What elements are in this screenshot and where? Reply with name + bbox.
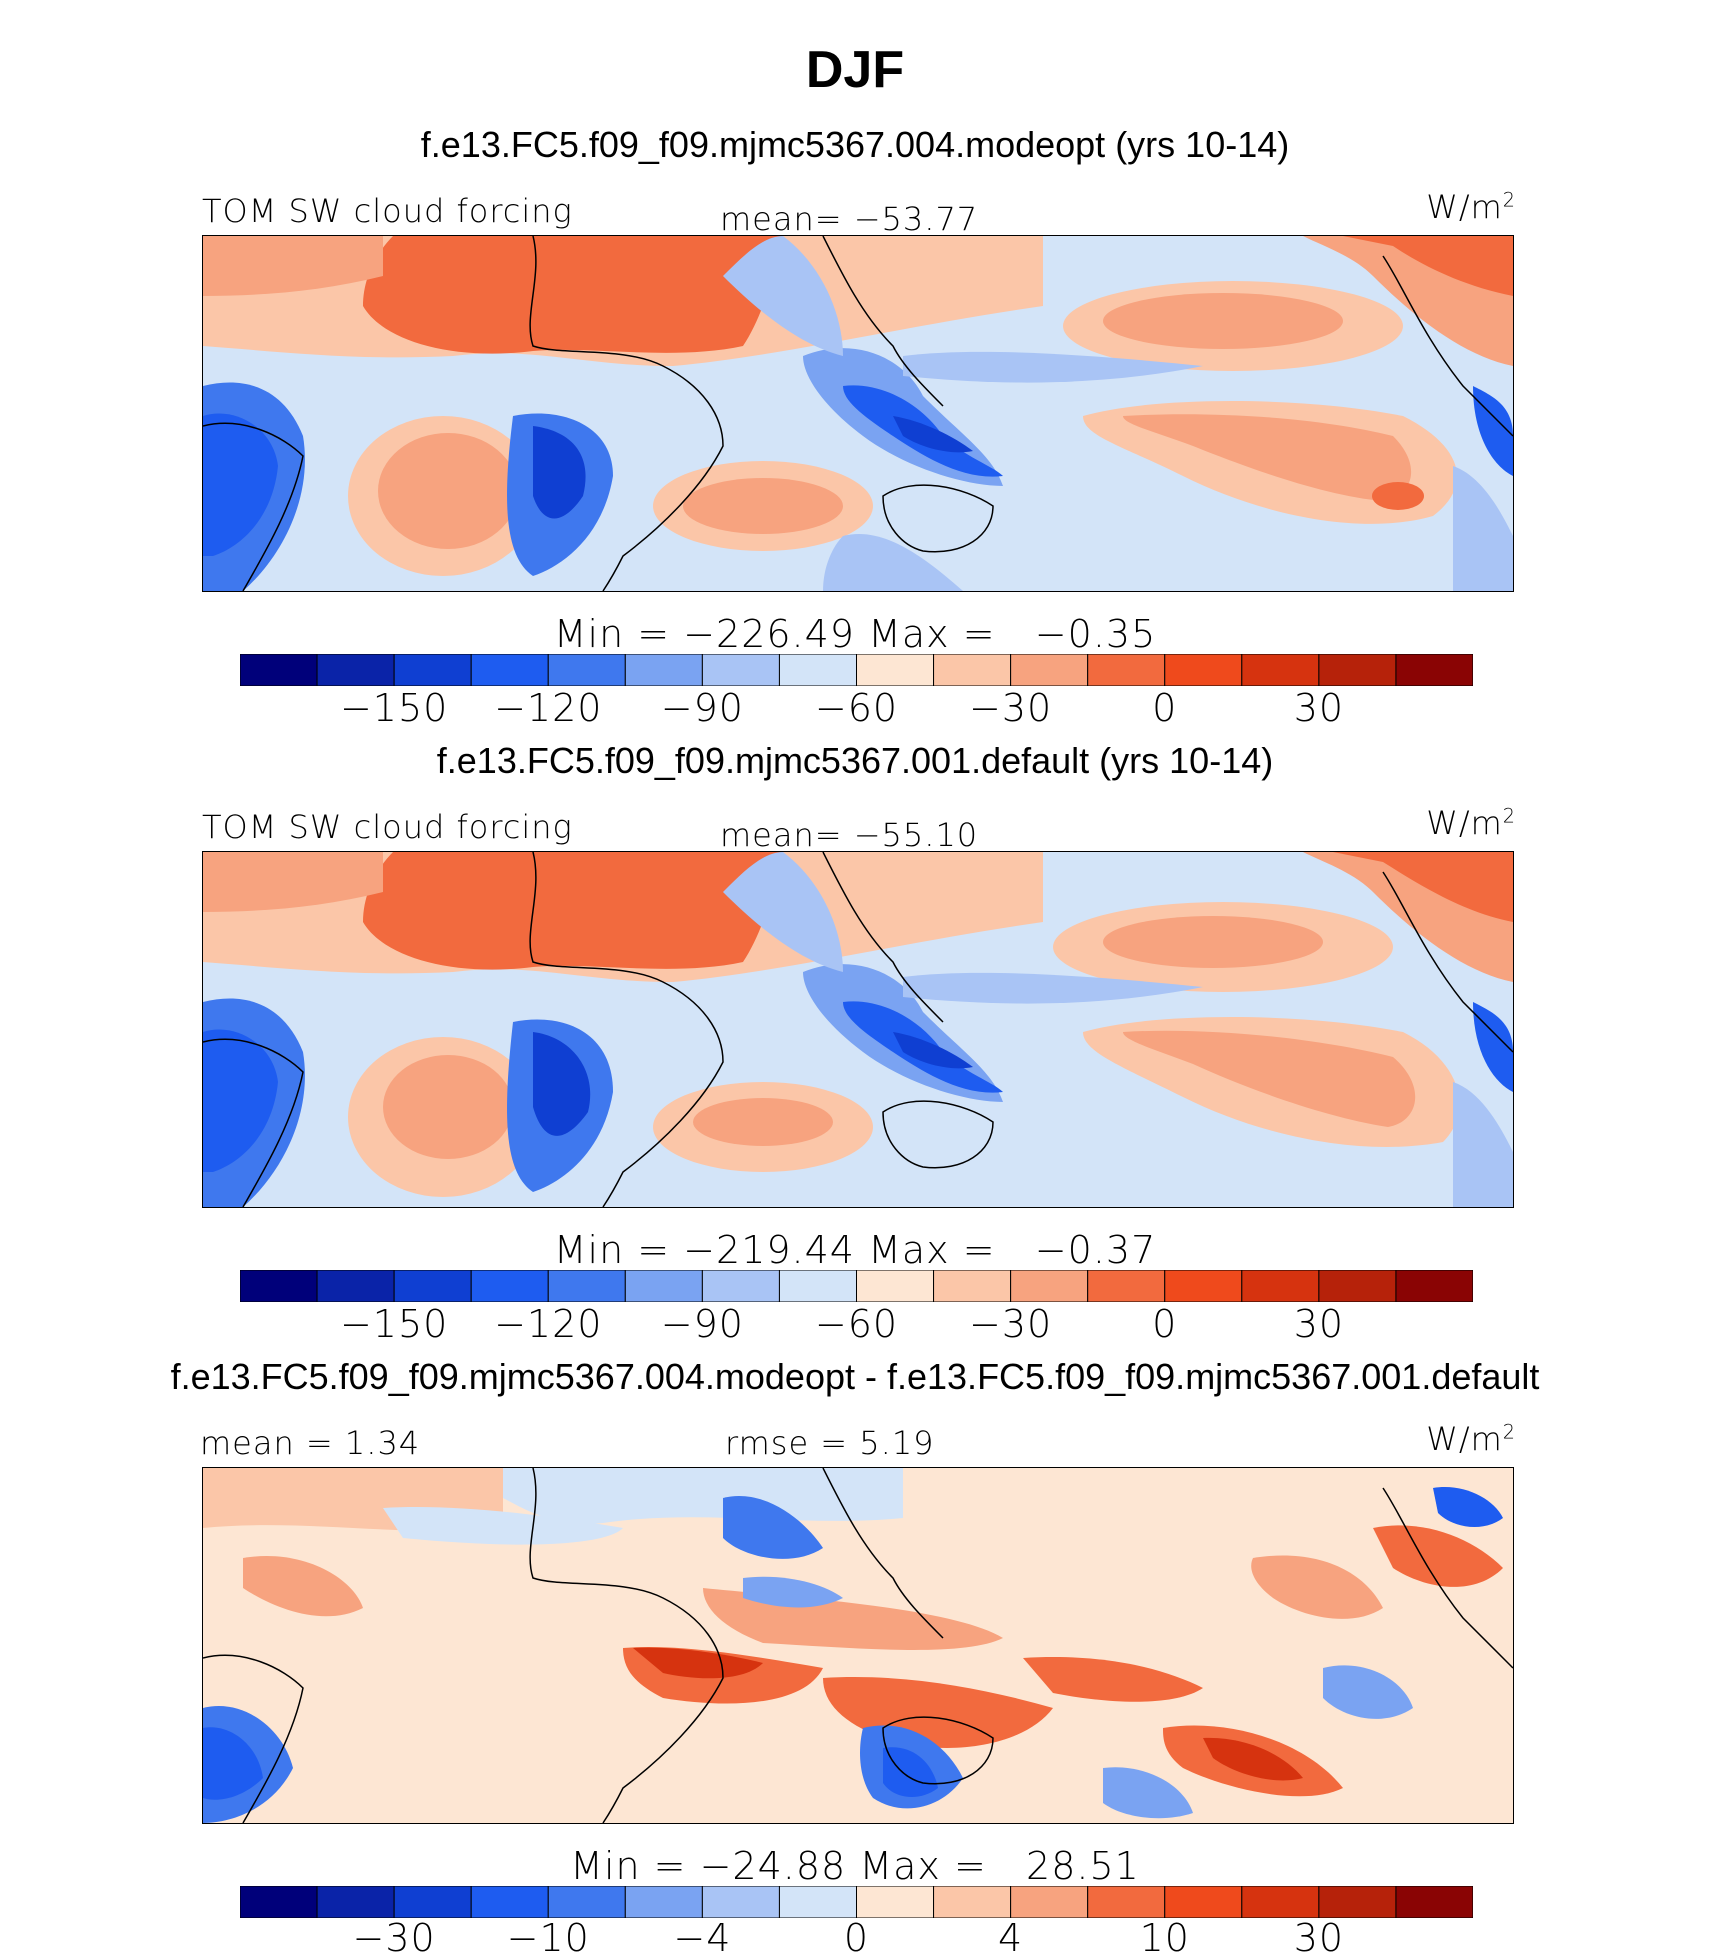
panel-2-variable-label: TOM SW cloud forcing bbox=[202, 808, 573, 846]
panel-1-colorbar bbox=[240, 654, 1473, 686]
colorbar-swatch bbox=[1241, 1886, 1320, 1918]
panel-3-colorbar bbox=[240, 1886, 1473, 1918]
colorbar-swatch bbox=[1395, 1270, 1473, 1302]
colorbar-swatch bbox=[624, 654, 703, 686]
colorbar-swatch bbox=[470, 1270, 549, 1302]
colorbar-swatch bbox=[701, 654, 780, 686]
colorbar-tick-label: 10 bbox=[1139, 1916, 1190, 1960]
colorbar-swatch bbox=[240, 1886, 318, 1918]
colorbar-swatch bbox=[933, 654, 1012, 686]
colorbar-tick-label: 0 bbox=[1152, 686, 1178, 730]
colorbar-swatch bbox=[393, 1886, 472, 1918]
colorbar-swatch bbox=[1318, 1886, 1397, 1918]
panel-1-colorbar-ticks: −150 −120 −90 −60 −30 0 30 bbox=[240, 686, 1473, 730]
colorbar-tick-label: 30 bbox=[1293, 1916, 1345, 1960]
panel-1-map bbox=[202, 235, 1514, 592]
panel-3-min-max: Min = −24.88 Max = 28.51 bbox=[570, 1844, 1140, 1888]
colorbar-swatch bbox=[856, 1886, 935, 1918]
colorbar-swatch bbox=[240, 1270, 318, 1302]
colorbar-swatch bbox=[1164, 1270, 1243, 1302]
colorbar-tick-label: −120 bbox=[494, 686, 603, 730]
colorbar-swatch bbox=[393, 654, 472, 686]
colorbar-tick-label: −120 bbox=[494, 1302, 603, 1346]
colorbar-swatch bbox=[624, 1270, 703, 1302]
colorbar-swatch bbox=[316, 1270, 395, 1302]
colorbar-swatch bbox=[778, 1886, 857, 1918]
colorbar-swatch bbox=[393, 1270, 472, 1302]
colorbar-swatch bbox=[316, 654, 395, 686]
colorbar-tick-label: −10 bbox=[506, 1916, 590, 1960]
colorbar-tick-label: 30 bbox=[1293, 1302, 1345, 1346]
panel-2-map bbox=[202, 851, 1514, 1208]
colorbar-swatch bbox=[856, 1270, 935, 1302]
panel-2-min-max: Min = −219.44 Max = −0.37 bbox=[553, 1228, 1157, 1272]
colorbar-swatch bbox=[1395, 654, 1473, 686]
colorbar-swatch bbox=[624, 1886, 703, 1918]
colorbar-swatch bbox=[701, 1886, 780, 1918]
colorbar-tick-label: 4 bbox=[998, 1916, 1024, 1960]
panel-1-units: W/m2 bbox=[1426, 188, 1516, 226]
panel-1-variable-label: TOM SW cloud forcing bbox=[202, 192, 573, 230]
colorbar-tick-label: −4 bbox=[673, 1916, 732, 1960]
colorbar-swatch bbox=[547, 1886, 626, 1918]
colorbar-swatch bbox=[1010, 1270, 1089, 1302]
colorbar-swatch bbox=[1164, 654, 1243, 686]
colorbar-tick-label: −150 bbox=[339, 686, 449, 730]
colorbar-tick-label: −60 bbox=[814, 1302, 899, 1346]
colorbar-swatch bbox=[701, 1270, 780, 1302]
panel-3-map bbox=[202, 1467, 1514, 1824]
panel-2-mean-label: mean= −55.10 bbox=[720, 816, 979, 854]
colorbar-swatch bbox=[933, 1270, 1012, 1302]
colorbar-tick-label: −150 bbox=[339, 1302, 449, 1346]
colorbar-tick-label: 0 bbox=[843, 1916, 870, 1960]
colorbar-tick-label: −90 bbox=[660, 686, 744, 730]
colorbar-swatch bbox=[1241, 1270, 1320, 1302]
colorbar-tick-label: −30 bbox=[969, 686, 1053, 730]
colorbar-swatch bbox=[778, 1270, 857, 1302]
panel-2-units: W/m2 bbox=[1426, 804, 1516, 842]
colorbar-tick-label: −30 bbox=[352, 1916, 436, 1960]
colorbar-tick-label: −90 bbox=[660, 1302, 744, 1346]
colorbar-swatch bbox=[1087, 1270, 1166, 1302]
panel-3-units: W/m2 bbox=[1426, 1420, 1516, 1458]
panel-1-case-title: f.e13.FC5.f09_f09.mjmc5367.004.modeopt (… bbox=[420, 124, 1290, 165]
colorbar-swatch bbox=[240, 654, 318, 686]
colorbar-tick-label: 0 bbox=[1152, 1302, 1178, 1346]
colorbar-tick-label: 30 bbox=[1293, 686, 1345, 730]
panel-1-mean-label: mean= −53.77 bbox=[720, 200, 979, 238]
colorbar-swatch bbox=[1164, 1886, 1243, 1918]
panel-3-mean-label: mean = 1.34 bbox=[200, 1424, 421, 1462]
colorbar-swatch bbox=[1318, 654, 1397, 686]
colorbar-swatch bbox=[1010, 1886, 1089, 1918]
panel-1-min-max: Min = −226.49 Max = −0.35 bbox=[553, 612, 1157, 656]
panel-3-colorbar-ticks: −30 −10 −4 0 4 10 30 bbox=[240, 1916, 1473, 1960]
colorbar-swatch bbox=[1318, 1270, 1397, 1302]
colorbar-swatch bbox=[1087, 654, 1166, 686]
panel-2-colorbar-ticks: −150 −120 −90 −60 −30 0 30 bbox=[240, 1302, 1473, 1346]
colorbar-swatch bbox=[316, 1886, 395, 1918]
colorbar-swatch bbox=[547, 1270, 626, 1302]
colorbar-swatch bbox=[1395, 1886, 1473, 1918]
colorbar-swatch bbox=[470, 654, 549, 686]
colorbar-swatch bbox=[856, 654, 935, 686]
colorbar-swatch bbox=[1010, 654, 1089, 686]
colorbar-swatch bbox=[778, 654, 857, 686]
colorbar-swatch bbox=[1241, 654, 1320, 686]
colorbar-swatch bbox=[1087, 1886, 1166, 1918]
panel-2-case-title: f.e13.FC5.f09_f09.mjmc5367.001.default (… bbox=[436, 740, 1274, 781]
panel-3-rmse-label: rmse = 5.19 bbox=[725, 1424, 935, 1462]
panel-3-case-title: f.e13.FC5.f09_f09.mjmc5367.004.modeopt -… bbox=[170, 1356, 1540, 1397]
colorbar-swatch bbox=[547, 654, 626, 686]
colorbar-tick-label: −60 bbox=[814, 686, 899, 730]
colorbar-swatch bbox=[470, 1886, 549, 1918]
colorbar-tick-label: −30 bbox=[969, 1302, 1053, 1346]
panel-2-colorbar bbox=[240, 1270, 1473, 1302]
colorbar-swatch bbox=[933, 1886, 1012, 1918]
figure-title: DJF bbox=[805, 41, 905, 99]
